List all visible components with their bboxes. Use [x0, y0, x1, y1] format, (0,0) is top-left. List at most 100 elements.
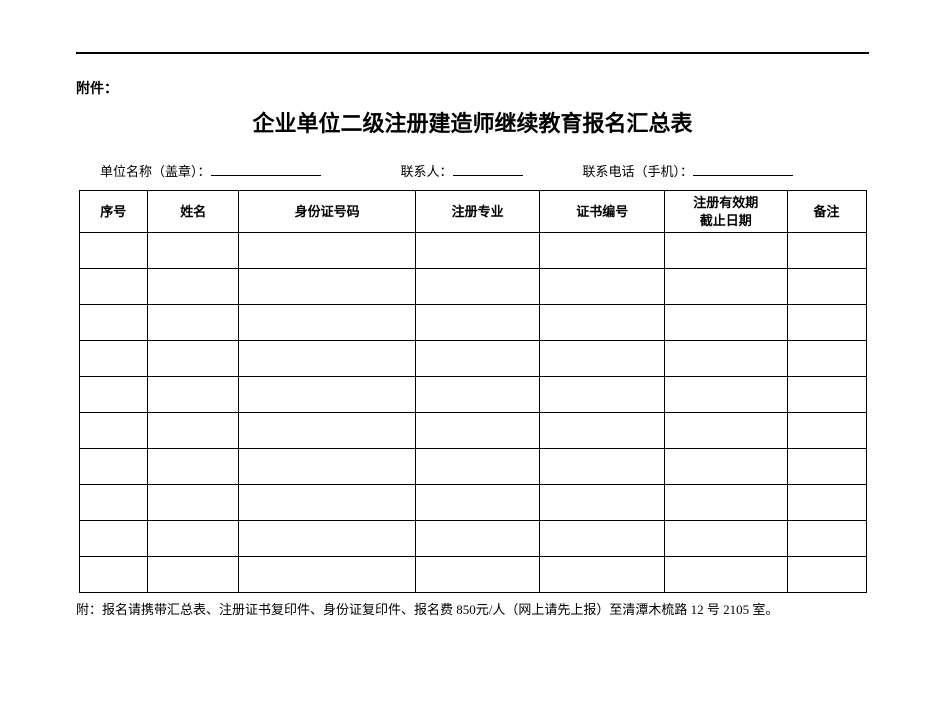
table-cell	[148, 305, 239, 341]
table-cell	[540, 305, 665, 341]
table-cell	[540, 449, 665, 485]
footer-after-num: 号	[704, 602, 724, 617]
table-cell	[239, 557, 416, 593]
org-name-field: 单位名称（盖章）：	[100, 160, 401, 180]
table-cell	[239, 305, 416, 341]
table-cell	[148, 521, 239, 557]
table-cell	[239, 341, 416, 377]
table-cell	[79, 413, 148, 449]
table-cell	[415, 413, 540, 449]
table-row	[79, 305, 866, 341]
registration-table: 序号 姓名 身份证号码 注册专业 证书编号 注册有效期 截止日期 备注	[79, 190, 867, 593]
table-cell	[415, 521, 540, 557]
table-cell	[415, 485, 540, 521]
table-cell	[540, 413, 665, 449]
table-cell	[415, 449, 540, 485]
footer-suffix: 室。	[749, 602, 778, 617]
info-line: 单位名称（盖章）： 联系人： 联系电话（手机）：	[100, 160, 869, 180]
table-cell	[79, 377, 148, 413]
table-cell	[540, 269, 665, 305]
org-name-blank	[211, 160, 321, 176]
table-cell	[415, 233, 540, 269]
table-cell	[540, 485, 665, 521]
contact-field: 联系人：	[401, 160, 583, 180]
table-row	[79, 341, 866, 377]
col-header-expiry-line2: 截止日期	[700, 213, 752, 228]
table-row	[79, 485, 866, 521]
footer-fee: 850	[456, 602, 476, 617]
table-cell	[787, 305, 866, 341]
table-cell	[148, 377, 239, 413]
table-cell	[79, 449, 148, 485]
table-cell	[239, 449, 416, 485]
col-header-name: 姓名	[148, 191, 239, 233]
phone-label: 联系电话（手机）：	[583, 161, 694, 180]
col-header-cert: 证书编号	[540, 191, 665, 233]
table-cell	[665, 485, 788, 521]
footer-prefix: 附：报名请携带汇总表、注册证书复印件、身份证复印件、报名费	[76, 602, 456, 617]
table-cell	[415, 269, 540, 305]
table-cell	[665, 557, 788, 593]
table-cell	[79, 557, 148, 593]
table-cell	[148, 449, 239, 485]
table-cell	[787, 449, 866, 485]
table-cell	[79, 485, 148, 521]
col-header-major: 注册专业	[415, 191, 540, 233]
table-row	[79, 413, 866, 449]
table-row	[79, 521, 866, 557]
table-cell	[787, 341, 866, 377]
table-cell	[665, 377, 788, 413]
footer-note: 附：报名请携带汇总表、注册证书复印件、身份证复印件、报名费 850元/人（网上请…	[76, 599, 945, 618]
contact-blank	[453, 160, 523, 176]
phone-blank	[693, 160, 793, 176]
table-cell	[148, 233, 239, 269]
table-cell	[415, 341, 540, 377]
table-row	[79, 269, 866, 305]
table-cell	[148, 485, 239, 521]
table-cell	[79, 521, 148, 557]
top-horizontal-rule	[76, 52, 869, 54]
table-cell	[79, 269, 148, 305]
table-cell	[787, 269, 866, 305]
col-header-id: 身份证号码	[239, 191, 416, 233]
table-cell	[540, 233, 665, 269]
table-cell	[787, 377, 866, 413]
footer-room: 2105	[723, 602, 749, 617]
table-header-row: 序号 姓名 身份证号码 注册专业 证书编号 注册有效期 截止日期 备注	[79, 191, 866, 233]
table-cell	[540, 557, 665, 593]
table-row	[79, 377, 866, 413]
table-cell	[540, 521, 665, 557]
table-cell	[148, 269, 239, 305]
table-cell	[540, 341, 665, 377]
table-body	[79, 233, 866, 593]
table-cell	[665, 233, 788, 269]
table-cell	[415, 305, 540, 341]
table-row	[79, 449, 866, 485]
table-cell	[239, 521, 416, 557]
table-cell	[148, 413, 239, 449]
attachment-label: 附件：	[76, 78, 945, 98]
table-cell	[239, 377, 416, 413]
col-header-expiry: 注册有效期 截止日期	[665, 191, 788, 233]
table-cell	[415, 377, 540, 413]
table-row	[79, 233, 866, 269]
org-name-label: 单位名称（盖章）：	[100, 161, 211, 180]
table-row	[79, 557, 866, 593]
table-cell	[79, 341, 148, 377]
table-cell	[148, 341, 239, 377]
table-cell	[787, 485, 866, 521]
table-cell	[665, 449, 788, 485]
table-cell	[239, 269, 416, 305]
table-cell	[787, 557, 866, 593]
page-title: 企业单位二级注册建造师继续教育报名汇总表	[0, 106, 945, 138]
contact-label: 联系人：	[401, 161, 453, 180]
table-cell	[665, 305, 788, 341]
footer-mid: 元/人（网上请先上报）至清潭木梳路	[476, 602, 691, 617]
table-cell	[148, 557, 239, 593]
table-cell	[239, 485, 416, 521]
table-cell	[787, 521, 866, 557]
table-cell	[239, 413, 416, 449]
table-cell	[665, 341, 788, 377]
table-cell	[239, 233, 416, 269]
table-cell	[665, 413, 788, 449]
